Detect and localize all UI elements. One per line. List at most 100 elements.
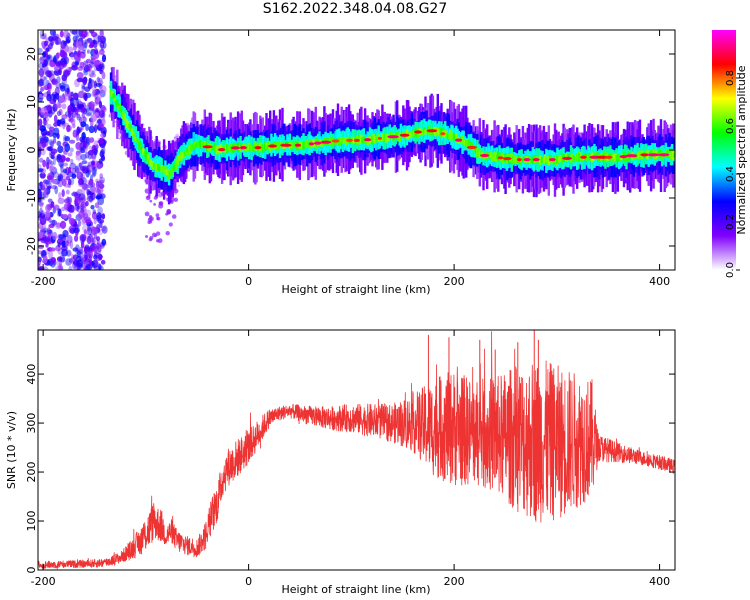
spectrogram-ridge-cell xyxy=(116,99,119,108)
spectrogram-noise-cell xyxy=(58,192,62,200)
spectrogram-peak-cell xyxy=(377,136,382,140)
spectrogram-noise-cell xyxy=(38,78,45,86)
spectrogram-ridge-cell xyxy=(453,134,457,139)
spectrogram-y-tick-label: 10 xyxy=(25,95,38,109)
spectrogram-noise-cell xyxy=(82,207,87,213)
spectrogram-panel: -200 0 200 400 -20 -10 0 10 20 Height of straig… xyxy=(5,29,748,296)
spectrogram-noise-cell xyxy=(48,223,55,229)
spectrogram-noise-cell xyxy=(93,124,98,134)
spectrogram-noise-cell xyxy=(63,70,71,76)
spectrogram-noise-cell xyxy=(43,68,47,75)
spectrogram-noise-cell xyxy=(70,117,76,126)
spectrogram-noise-cell xyxy=(84,86,91,92)
spectrogram-noise-cell xyxy=(49,203,53,209)
spectrogram-y-axis-label: Frequency (Hz) xyxy=(5,109,18,192)
spectrogram-ridge-cell xyxy=(331,138,335,147)
spectrogram-noise-cell xyxy=(40,226,47,231)
spectrogram-peak-cell xyxy=(254,146,262,150)
colorbar-tick-label: 0.2 xyxy=(725,214,736,230)
spectrogram-noise-cell xyxy=(38,147,42,156)
spectrogram-ridge-cell xyxy=(133,134,136,141)
spectrogram-peak-cell xyxy=(313,141,322,145)
spectrogram-noise-cell xyxy=(45,80,50,86)
spectrogram-noise-cell xyxy=(41,250,47,257)
spectrogram-noise-cell xyxy=(83,60,89,66)
spectrogram-noise-cell xyxy=(38,266,43,270)
spectrogram-noise-cell xyxy=(53,204,60,211)
spectrogram-noise-cell xyxy=(45,210,51,218)
spectrogram-ridge-cell xyxy=(125,119,129,128)
spectrogram-noise-cell xyxy=(97,219,105,224)
spectrogram-noise-cell xyxy=(74,235,79,242)
spectrogram-ridge-cell xyxy=(410,132,414,137)
spectrogram-ridge-cell xyxy=(585,155,589,162)
spectrogram-noise-cell xyxy=(96,188,102,195)
spectrogram-noise-cell xyxy=(43,44,49,51)
spectrogram-ridge-cell xyxy=(204,142,208,148)
spectrogram-ridge-cell xyxy=(170,169,173,176)
spectrogram-noise-cell xyxy=(74,60,80,66)
spectrogram-ridge-cell xyxy=(398,132,401,142)
spectrogram-noise-cell xyxy=(86,49,90,54)
spectrogram-ridge-cell xyxy=(139,143,142,150)
spectrogram-noise-cell xyxy=(38,197,42,203)
spectrogram-noise-cell xyxy=(59,220,67,229)
spectrogram-ridge-cell xyxy=(151,160,155,170)
spectrogram-ridge-cell xyxy=(292,142,295,147)
spectrogram-noise-cell xyxy=(98,100,103,109)
spectrogram-noise-cell xyxy=(75,142,82,150)
spectrogram-noise-cell xyxy=(70,53,77,61)
spectrogram-peak-cell xyxy=(353,138,360,142)
spectrogram-noise-cell xyxy=(59,155,66,163)
spectrogram-noise-cell xyxy=(38,107,42,116)
spectrogram-peak-cell xyxy=(497,156,504,160)
spectrogram-noise-cell xyxy=(38,62,44,70)
spectrogram-noise-cell xyxy=(88,77,92,84)
spectrogram-peak-cell xyxy=(364,138,372,142)
spectrogram-ridge-cell xyxy=(495,154,499,160)
spectrogram-ridge-cell xyxy=(508,156,511,164)
spectrogram-noise-cell xyxy=(102,41,107,49)
spectrogram-noise-cell xyxy=(101,54,107,63)
spectrogram-noise-cell xyxy=(59,43,67,50)
spectrogram-noise-cell xyxy=(96,93,103,100)
spectrogram-noise-cell xyxy=(68,52,76,58)
spectrogram-tail-cell xyxy=(147,217,153,223)
spectrogram-noise-cell xyxy=(86,107,93,116)
spectrogram-ridge-cell xyxy=(361,137,364,144)
spectrogram-peak-cell xyxy=(580,155,587,159)
spectrogram-noise-cell xyxy=(83,41,88,49)
spectrogram-noise-cell xyxy=(46,156,50,166)
spectrogram-noise-cell xyxy=(63,30,69,39)
spectrogram-noise-cell xyxy=(92,169,97,177)
spectrogram-noise-cell xyxy=(92,209,97,215)
spectrogram-tail-cell xyxy=(158,203,164,209)
spectrogram-noise-cell xyxy=(82,85,86,90)
spectrogram-noise-cell xyxy=(85,38,91,45)
spectrogram-noise-cell xyxy=(88,236,95,245)
spectrogram-ridge-cell xyxy=(308,142,311,148)
spectrogram-noise-cell xyxy=(90,191,96,201)
spectrogram-noise-cell xyxy=(88,125,95,134)
snr-x-tick-label: 200 xyxy=(444,575,465,588)
spectrogram-noise-cell xyxy=(56,222,62,228)
spectrogram-ridge-cell xyxy=(638,152,642,160)
spectrogram-noise-cell xyxy=(39,56,45,65)
spectrogram-tail-cell xyxy=(153,196,158,200)
spectrogram-ridge-cell xyxy=(574,155,578,161)
spectrogram-noise-cell xyxy=(92,101,98,107)
spectrogram-noise-cell xyxy=(99,193,106,200)
spectrogram-ridge-cell xyxy=(162,166,166,175)
spectrogram-noise-cell xyxy=(51,78,58,86)
spectrogram-noise-cell xyxy=(38,141,43,150)
spectrogram-noise-cell xyxy=(59,49,65,58)
spectrogram-noise-cell xyxy=(49,145,54,151)
snr-y-tick-label: 200 xyxy=(25,462,38,483)
spectrogram-noise-cell xyxy=(46,123,52,130)
spectrogram-ridge-cell xyxy=(146,154,150,163)
spectrogram-noise-cell xyxy=(98,110,105,118)
spectrogram-noise-cell xyxy=(85,112,92,117)
spectrogram-noise-cell xyxy=(100,226,106,232)
spectrogram-noise-cell xyxy=(83,65,90,72)
spectrogram-y-tick-label: -20 xyxy=(25,237,38,255)
